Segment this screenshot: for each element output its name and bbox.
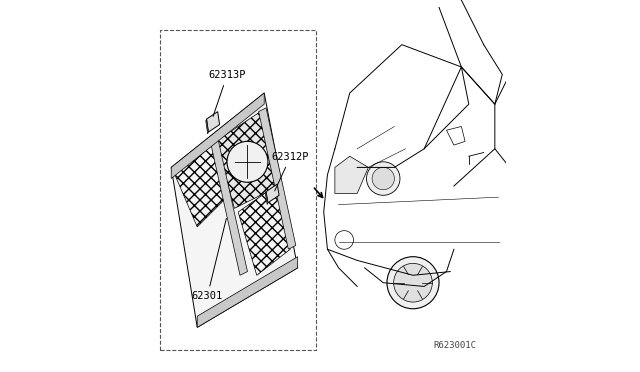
Text: R623001C: R623001C (433, 341, 476, 350)
Polygon shape (197, 257, 298, 327)
Polygon shape (172, 93, 264, 179)
Circle shape (387, 257, 439, 309)
Text: 62312P: 62312P (271, 152, 309, 191)
Polygon shape (266, 184, 279, 203)
Text: 62313P: 62313P (209, 70, 246, 116)
Polygon shape (216, 112, 279, 208)
Polygon shape (207, 112, 220, 132)
Circle shape (367, 162, 400, 195)
Circle shape (372, 167, 394, 190)
Text: 62301: 62301 (191, 218, 227, 301)
Polygon shape (172, 93, 298, 327)
Polygon shape (206, 119, 209, 134)
Circle shape (227, 141, 268, 182)
Polygon shape (259, 108, 296, 249)
Circle shape (394, 263, 433, 302)
Polygon shape (266, 192, 268, 205)
Polygon shape (211, 138, 248, 275)
Polygon shape (335, 156, 369, 193)
Bar (160, 30, 316, 350)
